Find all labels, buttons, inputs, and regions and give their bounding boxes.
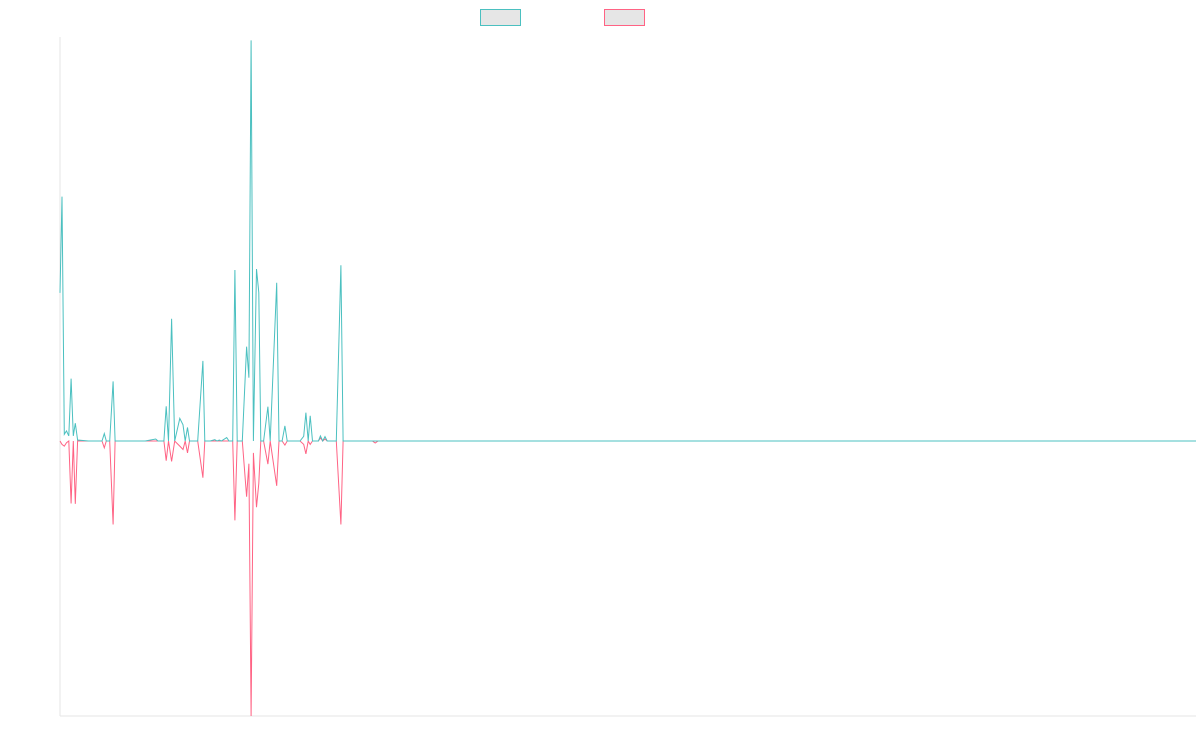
series-line-2 — [59, 437, 1196, 717]
legend — [480, 9, 645, 26]
series-group — [59, 40, 1196, 717]
series-line-1 — [59, 40, 1196, 443]
legend-swatch-1[interactable] — [480, 9, 521, 26]
legend-swatch-2[interactable] — [604, 9, 645, 26]
axes — [59, 37, 1196, 717]
